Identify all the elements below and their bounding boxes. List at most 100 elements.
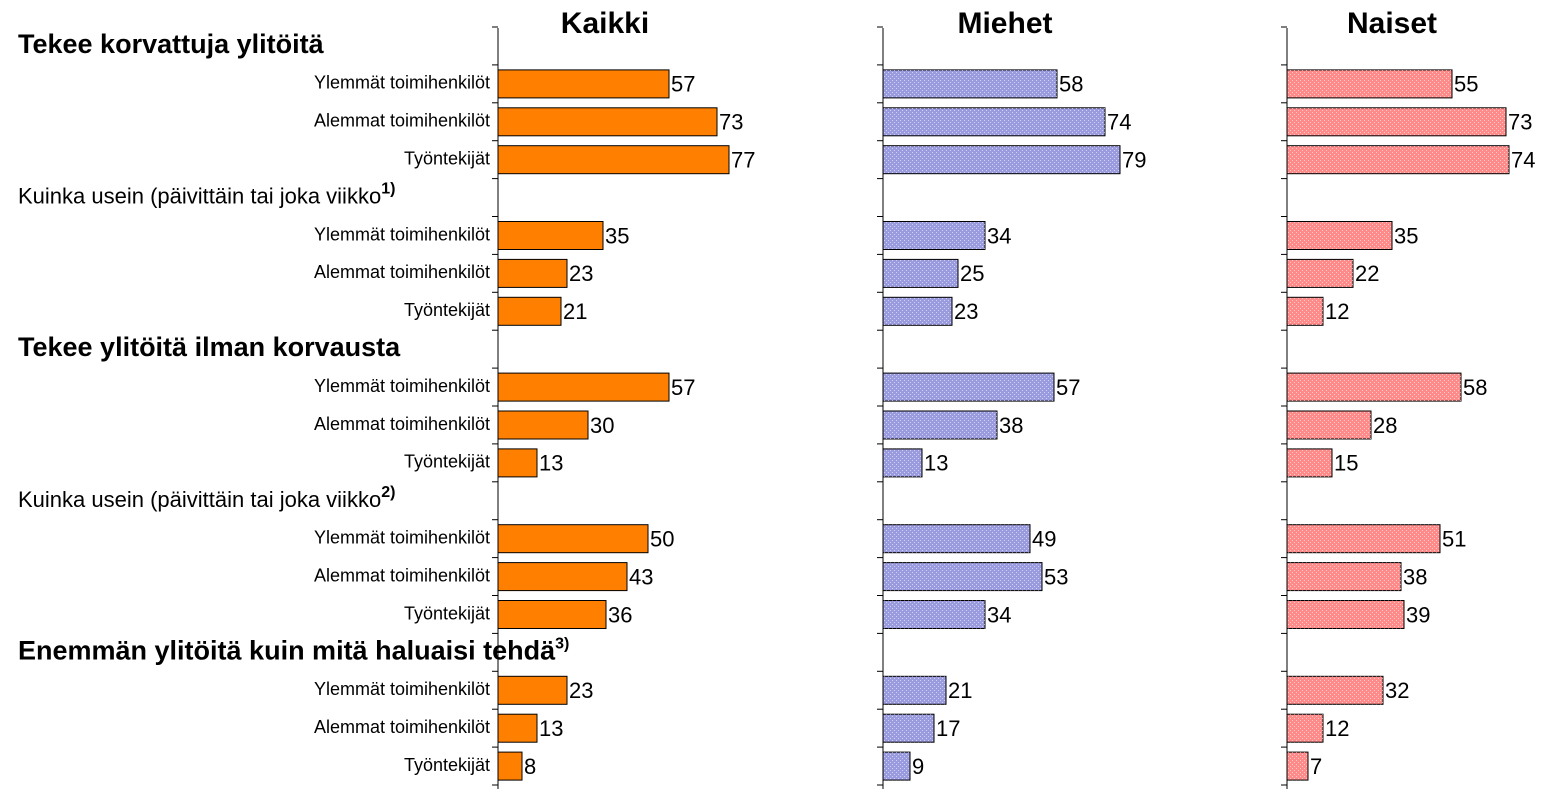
group-title: Kuinka usein (päivittäin tai joka viikko… [18, 181, 395, 209]
bar-texture [883, 221, 985, 250]
bar [497, 751, 523, 781]
bar-texture [883, 107, 1105, 136]
value-label: 77 [731, 148, 755, 173]
value-label: 57 [671, 375, 695, 400]
group-title: Enemmän ylitöitä kuin mitä haluaisi tehd… [18, 636, 569, 666]
bar [497, 107, 718, 137]
bar [497, 524, 649, 554]
bar-texture [1287, 448, 1332, 477]
value-label: 58 [1463, 375, 1487, 400]
category-label: Työntekijät [404, 452, 490, 472]
group-title: Tekee korvattuja ylitöitä [18, 29, 325, 59]
value-label: 79 [1122, 148, 1146, 173]
value-label: 38 [999, 413, 1023, 438]
category-label: Ylemmät toimihenkilöt [314, 224, 490, 244]
category-label: Ylemmät toimihenkilöt [314, 73, 490, 93]
group-title-text: Tekee korvattuja ylitöitä [18, 29, 325, 59]
bar-texture [883, 373, 1054, 402]
value-label: 21 [948, 678, 972, 703]
bar-texture [883, 714, 934, 743]
footnote-mark: 3) [555, 636, 569, 653]
bar-texture [1287, 69, 1452, 98]
category-label: Työntekijät [404, 603, 490, 623]
value-label: 51 [1442, 527, 1466, 552]
value-label: 13 [539, 451, 563, 476]
bar-texture [883, 676, 946, 705]
value-label: 15 [1334, 451, 1358, 476]
bar-texture [883, 411, 997, 439]
bar-texture [883, 524, 1030, 553]
group-title-text: Enemmän ylitöitä kuin mitä haluaisi tehd… [18, 636, 556, 666]
category-label: Alemmat toimihenkilöt [314, 565, 490, 585]
category-label: Alemmat toimihenkilöt [314, 717, 490, 737]
footnote-mark: 2) [381, 484, 395, 501]
bar [497, 372, 670, 402]
bar-texture [883, 562, 1042, 591]
value-label: 74 [1511, 148, 1535, 173]
value-label: 13 [924, 451, 948, 476]
value-label: 23 [569, 261, 593, 286]
value-label: 57 [671, 72, 695, 97]
bar-texture [1287, 676, 1383, 705]
panel-title: Miehet [957, 7, 1052, 40]
value-label: 74 [1107, 110, 1131, 135]
value-label: 35 [605, 223, 629, 248]
bar [497, 713, 538, 743]
value-label: 73 [1508, 110, 1532, 135]
category-label: Alemmat toimihenkilöt [314, 414, 490, 434]
bar-texture [1287, 752, 1308, 781]
value-label: 55 [1454, 72, 1478, 97]
value-label: 22 [1355, 261, 1379, 286]
value-label: 8 [524, 754, 536, 779]
bar-texture [1287, 600, 1404, 629]
panel-title: Naiset [1347, 7, 1437, 40]
category-label: Ylemmät toimihenkilöt [314, 679, 490, 699]
value-label: 43 [629, 564, 653, 589]
value-label: 7 [1310, 754, 1322, 779]
bar-texture [1287, 297, 1323, 326]
value-label: 57 [1056, 375, 1080, 400]
value-label: 30 [590, 413, 614, 438]
category-label: Työntekijät [404, 300, 490, 320]
group-title: Tekee ylitöitä ilman korvausta [18, 332, 401, 362]
bar-texture [883, 145, 1120, 174]
bar [497, 258, 568, 288]
value-label: 28 [1373, 413, 1397, 438]
bar-texture [1287, 107, 1506, 136]
bar-texture [883, 752, 910, 781]
bar-texture [1287, 524, 1440, 553]
bar-texture [883, 297, 952, 326]
bar-texture [1287, 221, 1392, 250]
category-label: Työntekijät [404, 755, 490, 775]
value-label: 34 [987, 223, 1011, 248]
value-label: 38 [1403, 564, 1427, 589]
bar-texture [1287, 373, 1461, 402]
value-label: 73 [719, 110, 743, 135]
value-label: 13 [539, 716, 563, 741]
value-label: 36 [608, 602, 632, 627]
value-label: 25 [960, 261, 984, 286]
bar-texture [1287, 562, 1401, 591]
value-label: 9 [912, 754, 924, 779]
footnote-mark: 1) [381, 181, 395, 198]
bar [497, 600, 607, 629]
value-label: 35 [1394, 223, 1418, 248]
category-label: Ylemmät toimihenkilöt [314, 527, 490, 547]
bar-texture [1287, 714, 1323, 743]
bar-texture [1287, 259, 1353, 288]
category-label: Alemmat toimihenkilöt [314, 262, 490, 282]
bar-texture [883, 600, 985, 629]
group-title-text: Kuinka usein (päivittäin tai joka viikko [18, 183, 381, 208]
value-label: 53 [1044, 564, 1068, 589]
bar [497, 675, 568, 705]
value-label: 34 [987, 602, 1011, 627]
value-label: 21 [563, 299, 587, 324]
bar [497, 562, 628, 592]
category-label: Työntekijät [404, 148, 490, 168]
value-label: 12 [1325, 299, 1349, 324]
group-title-text: Tekee ylitöitä ilman korvausta [18, 332, 401, 362]
value-label: 58 [1059, 72, 1083, 97]
group-title: Kuinka usein (päivittäin tai joka viikko… [18, 484, 395, 512]
bar-texture [883, 448, 922, 477]
category-label: Ylemmät toimihenkilöt [314, 376, 490, 396]
